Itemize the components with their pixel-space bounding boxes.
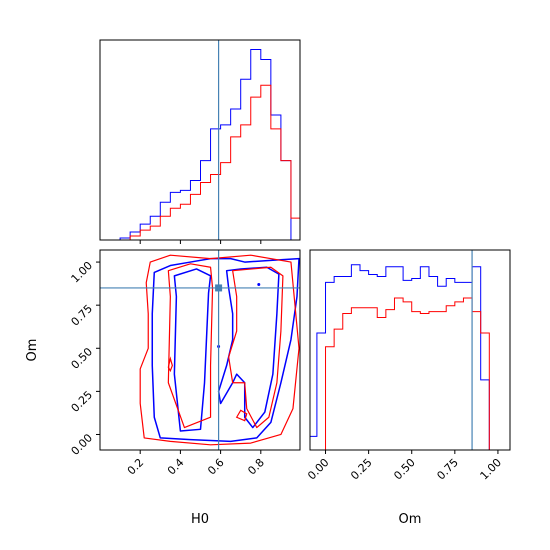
contour-inner-0-0 bbox=[173, 268, 212, 432]
contour-inner-1-0 bbox=[167, 263, 214, 429]
hist-om-tick-label: 0.50 bbox=[391, 456, 418, 483]
contour-outer-1 bbox=[139, 254, 300, 446]
contour-x-tick-label: 0.8 bbox=[245, 456, 267, 478]
x-axis-label-h0: H0 bbox=[191, 512, 209, 527]
truth-point bbox=[215, 284, 223, 292]
contour-panel: 0.2 0.4 0.6 0.8 0.00 0.25 0.50 0.75 1.00 H0 Om bbox=[25, 249, 301, 527]
contour-y-tick-label: 1.00 bbox=[69, 259, 96, 286]
contour-island-1-1 bbox=[235, 409, 248, 422]
contour-layer bbox=[139, 254, 300, 446]
contour-inner-1-1 bbox=[228, 266, 284, 429]
contour-y-ticks: 0.00 0.25 0.50 0.75 1.00 bbox=[69, 259, 100, 458]
hist-om-ticks: 0.00 0.25 0.50 0.75 1.00 bbox=[305, 450, 504, 482]
hist-h0-series-b bbox=[100, 84, 300, 240]
y-axis-label-om: Om bbox=[25, 339, 40, 362]
hist-om-series-a bbox=[310, 264, 507, 450]
contour-x-tick-label: 0.4 bbox=[165, 456, 187, 478]
hist-h0-frame bbox=[99, 39, 301, 241]
hist-h0-series-a bbox=[100, 49, 300, 240]
contour-frame bbox=[99, 249, 301, 451]
hist-om-tick-label: 0.75 bbox=[434, 456, 461, 483]
contour-y-tick-label: 0.25 bbox=[69, 388, 96, 415]
contour-x-tick-label: 0.6 bbox=[205, 456, 227, 478]
contour-y-tick-label: 0.75 bbox=[69, 302, 96, 329]
hist-om-frame bbox=[309, 249, 511, 451]
hist-om-series-b bbox=[310, 297, 507, 450]
contour-dot-0-1 bbox=[257, 282, 261, 286]
x-axis-label-om: Om bbox=[399, 512, 422, 527]
contour-x-ticks: 0.2 0.4 0.6 0.8 bbox=[125, 450, 267, 477]
contour-y-tick-label: 0.50 bbox=[69, 345, 96, 372]
hist-om-tick-label: 0.25 bbox=[348, 456, 375, 483]
contour-x-tick-label: 0.2 bbox=[125, 456, 147, 478]
hist-om-tick-label: 0.00 bbox=[305, 456, 332, 483]
contour-y-tick-label: 0.00 bbox=[69, 431, 96, 458]
hist-h0-panel bbox=[99, 39, 301, 244]
hist-om-tick-label: 1.00 bbox=[478, 456, 505, 483]
contour-inner-0-1 bbox=[217, 266, 280, 429]
hist-om-panel: 0.00 0.25 0.50 0.75 1.00 Om bbox=[305, 249, 511, 527]
contour-island-1-0 bbox=[167, 356, 173, 373]
hist-h0-ticks bbox=[139, 240, 262, 244]
